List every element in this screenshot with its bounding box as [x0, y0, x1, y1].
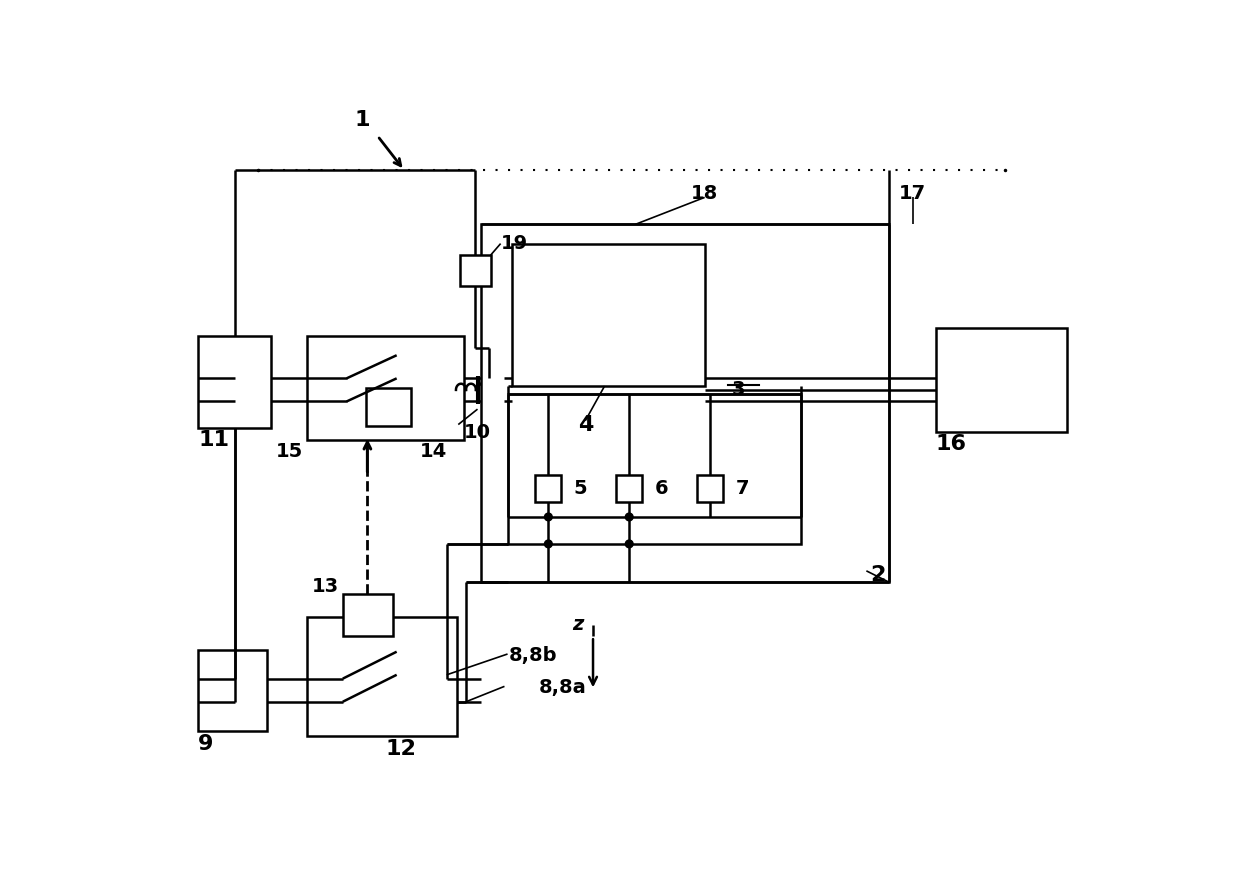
Text: 8,8b: 8,8b: [509, 646, 558, 665]
Bar: [306, 336, 465, 440]
Text: 12: 12: [385, 739, 416, 760]
Text: 7: 7: [736, 479, 748, 498]
Circle shape: [544, 513, 553, 521]
Bar: [616, 475, 642, 501]
Text: 17: 17: [900, 184, 926, 203]
Text: 10: 10: [465, 423, 491, 442]
Circle shape: [544, 540, 553, 548]
Text: z: z: [572, 615, 584, 634]
Bar: [508, 394, 800, 544]
Text: 16: 16: [935, 434, 966, 454]
Bar: [935, 328, 1067, 432]
Text: 14: 14: [420, 442, 447, 461]
Text: 1: 1: [354, 110, 369, 130]
Circle shape: [626, 513, 633, 521]
Text: 18: 18: [691, 184, 719, 203]
Bar: [306, 617, 457, 737]
Text: 9: 9: [198, 734, 213, 754]
Bar: [535, 475, 561, 501]
Bar: [366, 388, 410, 426]
Text: 3: 3: [731, 381, 745, 399]
Text: 15: 15: [275, 442, 302, 461]
Text: 6: 6: [654, 479, 668, 498]
Bar: [460, 255, 491, 286]
Text: 11: 11: [198, 430, 229, 450]
Circle shape: [626, 540, 633, 548]
Text: 8,8a: 8,8a: [539, 678, 587, 697]
Bar: [698, 475, 724, 501]
Bar: [343, 594, 393, 636]
Text: 19: 19: [501, 234, 528, 253]
Bar: [198, 336, 271, 429]
Text: 2: 2: [870, 564, 886, 584]
Text: 13: 13: [312, 577, 339, 596]
Text: 5: 5: [574, 479, 587, 498]
Bar: [198, 650, 268, 731]
Bar: [512, 243, 705, 386]
Bar: [482, 224, 890, 583]
Text: 4: 4: [577, 415, 593, 435]
